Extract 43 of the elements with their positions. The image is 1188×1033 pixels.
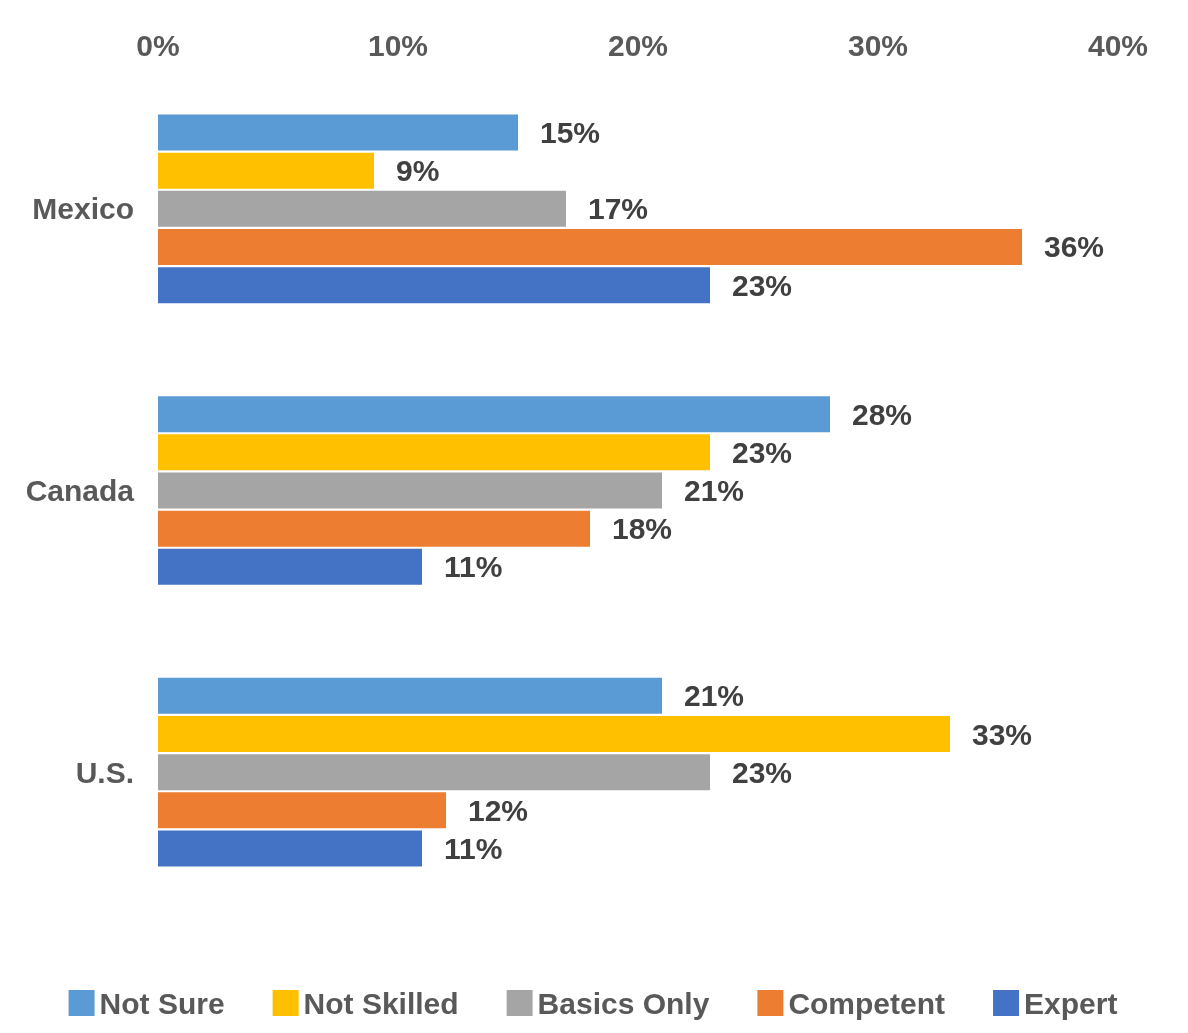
- bar: [158, 472, 662, 509]
- bar: [158, 190, 566, 227]
- data-label: 18%: [612, 512, 673, 546]
- bar: [158, 548, 422, 585]
- data-label: 23%: [732, 755, 793, 789]
- bar: [158, 792, 446, 829]
- data-label: 23%: [732, 268, 793, 302]
- x-tick-label: 20%: [607, 28, 669, 62]
- bar: [158, 152, 374, 189]
- data-label: 9%: [396, 154, 440, 188]
- y-tick-label: U.S.: [75, 755, 134, 789]
- y-tick-label: Canada: [25, 474, 135, 507]
- data-label: 21%: [684, 474, 745, 507]
- bar: [158, 396, 830, 433]
- bar: [158, 434, 710, 471]
- data-label: 21%: [684, 679, 745, 713]
- bar: [158, 830, 422, 867]
- legend-label: Competent: [788, 986, 946, 1020]
- data-label: 33%: [972, 717, 1033, 751]
- data-label: 28%: [852, 397, 913, 431]
- data-label: 36%: [1044, 230, 1105, 264]
- bar: [158, 267, 710, 304]
- bar: [158, 114, 518, 151]
- x-tick-label: 30%: [847, 28, 909, 62]
- data-label: 17%: [588, 192, 649, 226]
- bar: [158, 754, 710, 791]
- data-label: 12%: [468, 793, 529, 827]
- data-label: 11%: [444, 550, 503, 584]
- x-tick-label: 40%: [1087, 28, 1149, 62]
- x-tick-label: 10%: [367, 28, 429, 62]
- bar: [158, 510, 590, 547]
- legend-label: Not Skilled: [303, 986, 459, 1020]
- data-label: 15%: [540, 116, 601, 150]
- legend-label: Not Sure: [99, 986, 225, 1020]
- y-tick-label: Mexico: [32, 192, 134, 226]
- bar: [158, 716, 950, 753]
- bar: [158, 228, 1022, 265]
- legend-label: Expert: [1024, 986, 1118, 1020]
- bar: [158, 677, 662, 714]
- data-label: 11%: [444, 831, 503, 865]
- legend-label: Basics Only: [537, 986, 710, 1020]
- data-label: 23%: [732, 435, 793, 469]
- x-tick-label: 0%: [136, 28, 180, 62]
